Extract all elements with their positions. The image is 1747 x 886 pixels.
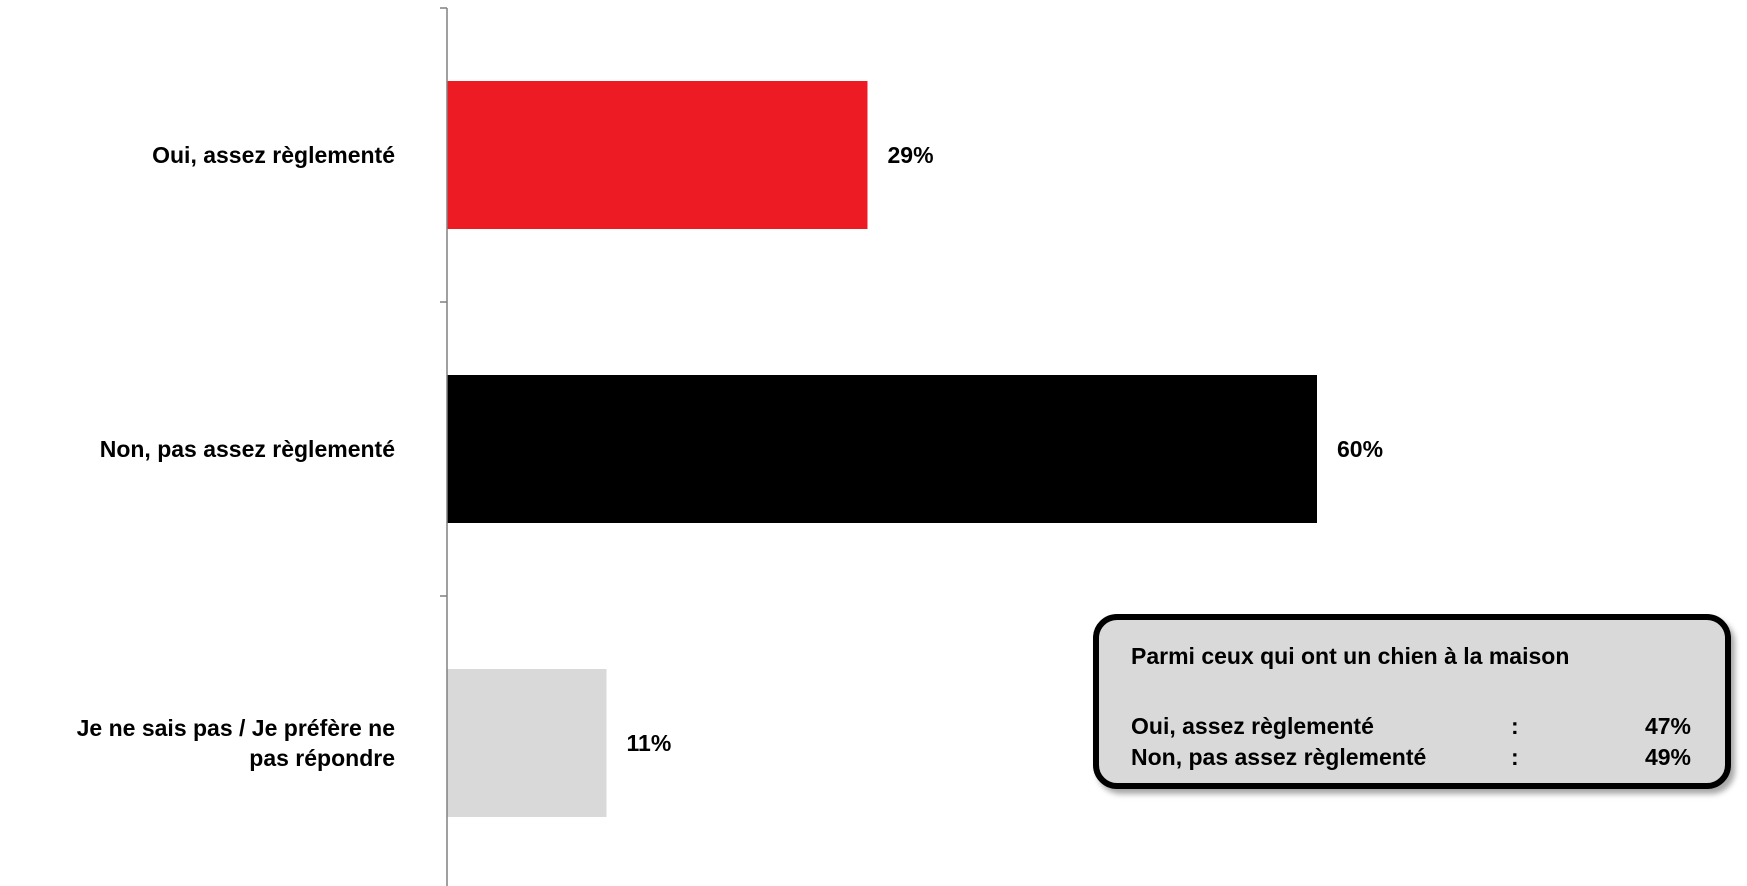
category-label-line: Je ne sais pas / Je préfère ne bbox=[76, 715, 395, 741]
data-label: 11% bbox=[626, 730, 672, 756]
callout-row-label: Non, pas assez règlementé bbox=[1131, 744, 1427, 770]
category-label: Oui, assez règlementé bbox=[5, 140, 395, 170]
callout-row-label: Oui, assez règlementé bbox=[1131, 713, 1374, 739]
callout-row-separator: : bbox=[1511, 744, 1519, 770]
category-label: Je ne sais pas / Je préfère ne pas répond… bbox=[5, 713, 395, 773]
data-label: 29% bbox=[887, 142, 934, 168]
callout-row-value: 49% bbox=[1644, 744, 1691, 770]
category-label-line: pas répondre bbox=[249, 745, 395, 771]
category-label: Non, pas assez règlementé bbox=[5, 434, 395, 464]
category-label-line: Non, pas assez règlementé bbox=[99, 436, 395, 462]
bar bbox=[447, 375, 1317, 523]
category-label-line: Oui, assez règlementé bbox=[152, 142, 395, 168]
dog-owner-callout-box: Parmi ceux qui ont un chien à la maison … bbox=[1093, 614, 1731, 789]
callout-row-separator: : bbox=[1511, 713, 1519, 739]
category-axis-ticks bbox=[440, 7, 447, 597]
callout-row-value: 47% bbox=[1644, 713, 1691, 739]
callout-row-oui: Oui, assez règlementé : 47% bbox=[1131, 713, 1691, 741]
bars-layer bbox=[447, 81, 1317, 817]
data-label: 60% bbox=[1337, 436, 1384, 462]
bar bbox=[447, 669, 607, 817]
callout-title: Parmi ceux qui ont un chien à la maison bbox=[1131, 643, 1570, 669]
callout-row-non: Non, pas assez règlementé : 49% bbox=[1131, 744, 1691, 772]
bar bbox=[447, 81, 868, 229]
